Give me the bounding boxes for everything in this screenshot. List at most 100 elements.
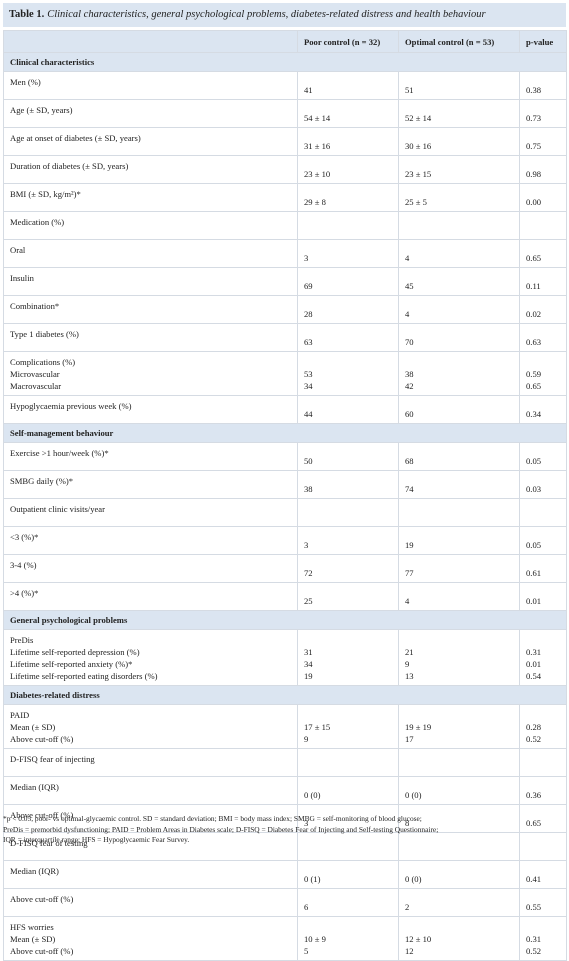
- table-row: Complications (%) Microvascular Macrovascu…: [3, 351, 567, 396]
- cell-value: 0.55: [526, 902, 542, 912]
- row-label: Macrovascular: [10, 381, 62, 391]
- row-label: 3-4 (%): [10, 560, 37, 570]
- cell-value: 30 ± 16: [405, 141, 432, 151]
- cell-value: 50: [304, 456, 313, 466]
- row-label: Hypoglycaemia previous week (%): [10, 401, 132, 411]
- row-label: Duration of diabetes (± SD, years): [10, 161, 129, 171]
- table-row: SMBG daily (%)* 38 74 0.03: [3, 470, 567, 499]
- value-cell: 2: [398, 888, 520, 917]
- value-cell: 54 ± 14: [297, 99, 399, 128]
- row-label-cell: Complications (%) Microvascular Macrovascu…: [3, 351, 298, 396]
- row-label: Median (IQR): [10, 782, 59, 792]
- row-label-cell: Above cut-off (%): [3, 804, 298, 833]
- cell-value: 19: [304, 671, 313, 681]
- cell-value: 10 ± 9: [304, 934, 326, 944]
- value-cell: 0.75: [519, 127, 567, 156]
- cell-value: 3: [304, 818, 309, 828]
- value-cell: 0 (0): [297, 776, 399, 805]
- footnote: *p < 0.05, poor- vs optimal-glycaemic co…: [3, 814, 566, 846]
- table-row: PreDis Lifetime self-reported depression …: [3, 629, 567, 686]
- row-label-cell: Outpatient clinic visits/year: [3, 498, 298, 527]
- table-row: <3 (%)* 3 19 0.05: [3, 526, 567, 555]
- cell-value: 34: [304, 659, 313, 669]
- value-cell: 0.59 0.65: [519, 351, 567, 396]
- value-cell: 0.65: [519, 239, 567, 268]
- value-cell: 31 ± 16: [297, 127, 399, 156]
- cell-value: 12 ± 10: [405, 934, 432, 944]
- section-row: General psychological problems: [3, 610, 567, 630]
- value-cell: 4: [398, 239, 520, 268]
- section-row: Diabetes-related distress: [3, 685, 567, 705]
- cell-value: 0.52: [526, 734, 542, 744]
- row-label: SMBG daily (%)*: [10, 476, 74, 486]
- value-cell: 0.63: [519, 323, 567, 352]
- row-label: PreDis: [10, 635, 34, 645]
- cell-value: 0.98: [526, 169, 542, 179]
- cell-value: 4: [405, 596, 410, 606]
- cell-value: 9: [405, 659, 410, 669]
- row-label: Exercise >1 hour/week (%)*: [10, 448, 109, 458]
- value-cell: 10 ± 9 5: [297, 916, 399, 961]
- cell-value: 38: [405, 369, 414, 379]
- table-row: Hypoglycaemia previous week (%) 44 60 0.34: [3, 395, 567, 424]
- value-cell: 0.31 0.52: [519, 916, 567, 961]
- table-row: Medication (%): [3, 211, 567, 240]
- cell-value: 53: [304, 369, 313, 379]
- value-cell: 0.01: [519, 582, 567, 611]
- row-label-cell: Hypoglycaemia previous week (%): [3, 395, 298, 424]
- value-cell: 29 ± 8: [297, 183, 399, 212]
- value-cell: 51: [398, 71, 520, 100]
- cell-value: 28: [304, 309, 313, 319]
- value-cell: 38: [297, 470, 399, 499]
- row-label: Age at onset of diabetes (± SD, years): [10, 133, 141, 143]
- cell-value: 0.65: [526, 253, 542, 263]
- cell-value: 0.02: [526, 309, 542, 319]
- value-cell: 17 ± 15 9: [297, 704, 399, 749]
- cell-value: 21: [405, 647, 414, 657]
- section-row: Self-management behaviour: [3, 423, 567, 443]
- value-cell: 23 ± 15: [398, 155, 520, 184]
- cell-value: 19: [405, 540, 414, 550]
- table-row: 3-4 (%) 72 77 0.61: [3, 554, 567, 583]
- value-cell: 72: [297, 554, 399, 583]
- page: Table 1. Clinical characteristics, genera…: [3, 3, 567, 961]
- footnote-line: IQR = interquartile range; HFS = Hypogly…: [3, 835, 190, 844]
- value-cell: 25: [297, 582, 399, 611]
- row-label: Lifetime self-reported depression (%): [10, 647, 140, 657]
- cell-value: 0.05: [526, 540, 542, 550]
- row-label: Medication (%): [10, 217, 65, 227]
- row-label-cell: 3-4 (%): [3, 554, 298, 583]
- title-label: Table 1.: [9, 9, 45, 20]
- cell-value: 2: [405, 902, 410, 912]
- cell-value: 0 (0): [405, 790, 422, 800]
- value-cell: 21 9 13: [398, 629, 520, 686]
- row-label-cell: >4 (%)*: [3, 582, 298, 611]
- cell-value: 77: [405, 568, 414, 578]
- table-row: Outpatient clinic visits/year: [3, 498, 567, 527]
- section-heading: General psychological problems: [3, 610, 567, 630]
- cell-value: 0.03: [526, 484, 542, 494]
- value-cell: 74: [398, 470, 520, 499]
- cell-value: 9: [304, 734, 309, 744]
- cell-value: 0.65: [526, 818, 542, 828]
- section-heading: Self-management behaviour: [3, 423, 567, 443]
- footnote-line: PreDis = premorbid dysfunctioning; PAID …: [3, 824, 439, 834]
- row-label: Lifetime self-reported eating disorders …: [10, 671, 158, 681]
- cell-value: 0.31: [526, 647, 542, 657]
- cell-value: 25 ± 5: [405, 197, 427, 207]
- value-cell: 0.34: [519, 395, 567, 424]
- table-row: D-FISQ fear of injecting: [3, 748, 567, 777]
- row-label: Type 1 diabetes (%): [10, 329, 79, 339]
- section-heading: Clinical characteristics: [3, 52, 567, 72]
- cell-value: 51: [405, 85, 414, 95]
- row-label: D-FISQ fear of injecting: [10, 754, 95, 764]
- value-cell: 69: [297, 267, 399, 296]
- table-row: Above cut-off (%) 3 8 0.65: [3, 804, 567, 833]
- cell-value: 69: [304, 281, 313, 291]
- row-label-cell: Medication (%): [3, 211, 298, 240]
- row-label: >4 (%)*: [10, 588, 39, 598]
- table-row: Men (%) 41 51 0.38: [3, 71, 567, 100]
- cell-value: 38: [304, 484, 313, 494]
- value-cell: 19 ± 19 17: [398, 704, 520, 749]
- cell-value: 31 ± 16: [304, 141, 331, 151]
